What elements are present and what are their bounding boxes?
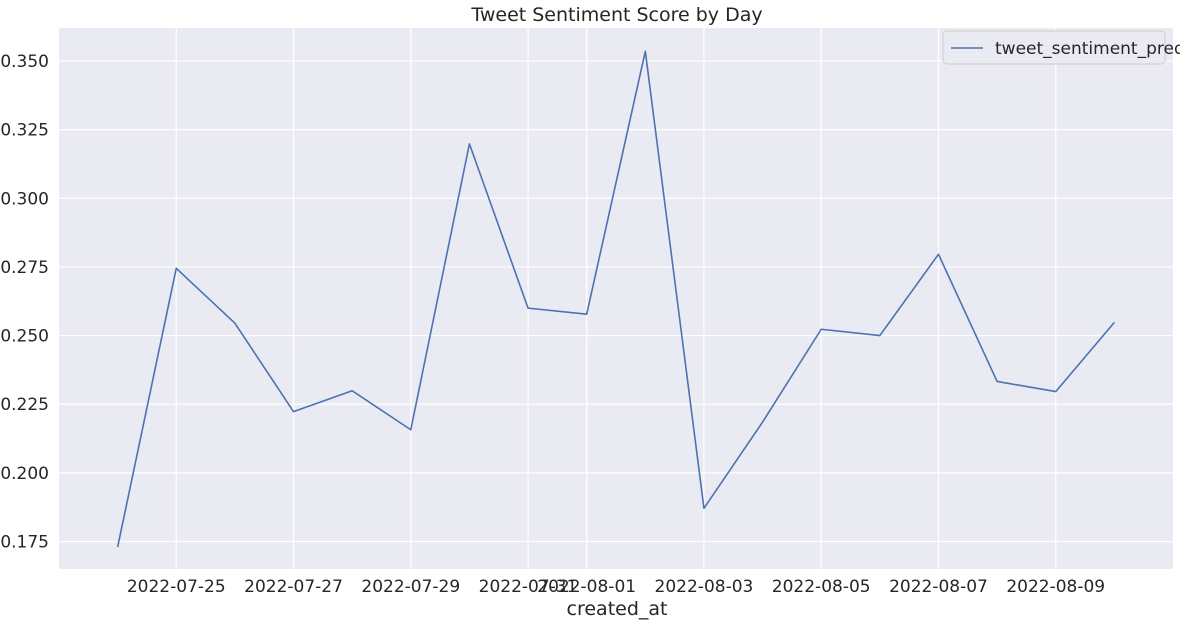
x-tick-label: 2022-08-09 xyxy=(1006,577,1105,597)
x-axis-label: created_at xyxy=(567,598,668,620)
x-tick-labels: 2022-07-25 2022-07-27 2022-07-29 2022-07-31… xyxy=(127,577,1105,597)
x-tick-label: 2022-08-01 xyxy=(537,577,636,597)
x-tick-label: 2022-07-29 xyxy=(361,577,460,597)
y-tick-label: 0.275 xyxy=(0,258,49,278)
y-grid xyxy=(59,60,1173,543)
legend-box xyxy=(942,30,1166,65)
x-tick-label: 2022-07-27 xyxy=(244,577,343,597)
y-tick-label: 0.300 xyxy=(0,189,49,209)
x-tick-label: 2022-07-31 xyxy=(479,577,578,597)
y-tick-label: 0.200 xyxy=(0,464,49,484)
plot-area xyxy=(59,28,1173,569)
y-tick-label: 0.250 xyxy=(0,327,49,347)
y-tick-label: 0.225 xyxy=(0,395,49,415)
x-tick-label: 2022-08-05 xyxy=(772,577,871,597)
legend-label: tweet_sentiment_pred xyxy=(995,39,1180,59)
x-tick-label: 2022-08-03 xyxy=(655,577,754,597)
chart-title: Tweet Sentiment Score by Day xyxy=(470,4,762,26)
x-grid xyxy=(175,28,1057,569)
series-layer xyxy=(116,50,1115,548)
y-tick-label: 0.350 xyxy=(0,52,49,72)
y-tick-labels: 0.175 0.200 0.225 0.250 0.275 0.300 0.325 0.350 xyxy=(0,52,49,553)
x-tick-label: 2022-08-07 xyxy=(889,577,988,597)
y-tick-label: 0.175 xyxy=(0,533,49,553)
series-line-tweet_sentiment_pred xyxy=(116,50,1115,548)
x-tick-label: 2022-07-25 xyxy=(127,577,226,597)
y-tick-label: 0.325 xyxy=(0,121,49,141)
legend: tweet_sentiment_pred xyxy=(942,30,1180,65)
